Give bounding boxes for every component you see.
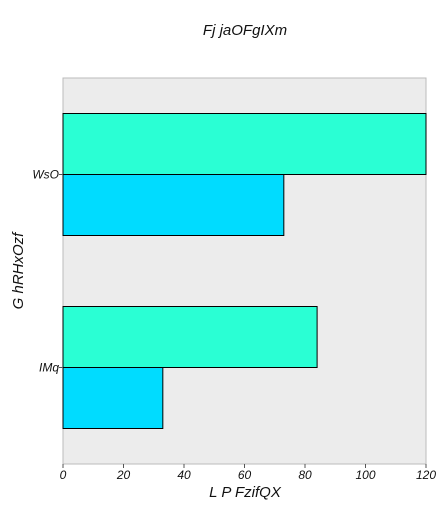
x-tick-label: 20	[116, 468, 131, 482]
x-tick-label: 120	[416, 468, 436, 482]
x-axis-ticks: 0 20 40 60 80 100 120	[60, 464, 436, 482]
y-tick-label: IMq	[39, 361, 59, 375]
x-tick-label: 60	[238, 468, 252, 482]
x-tick-label: 80	[298, 468, 312, 482]
bar-IMq-series-2	[62, 367, 164, 429]
x-tick-label: 100	[355, 468, 375, 482]
x-tick-label: 0	[60, 468, 67, 482]
bars	[62, 113, 427, 429]
x-tick-label: 40	[177, 468, 191, 482]
bar-IMq-series-1	[62, 306, 318, 368]
chart-title: Fj jaOFgIXm	[203, 22, 287, 39]
bar-WsO-series-1	[62, 113, 427, 175]
x-axis-label: L P FzifQX	[209, 484, 282, 501]
y-axis-ticks: WsO IMq	[32, 168, 63, 375]
bar-WsO-series-2	[62, 174, 285, 236]
y-axis-label: G hRHxOzf	[10, 231, 27, 310]
y-tick-label: WsO	[32, 168, 59, 182]
